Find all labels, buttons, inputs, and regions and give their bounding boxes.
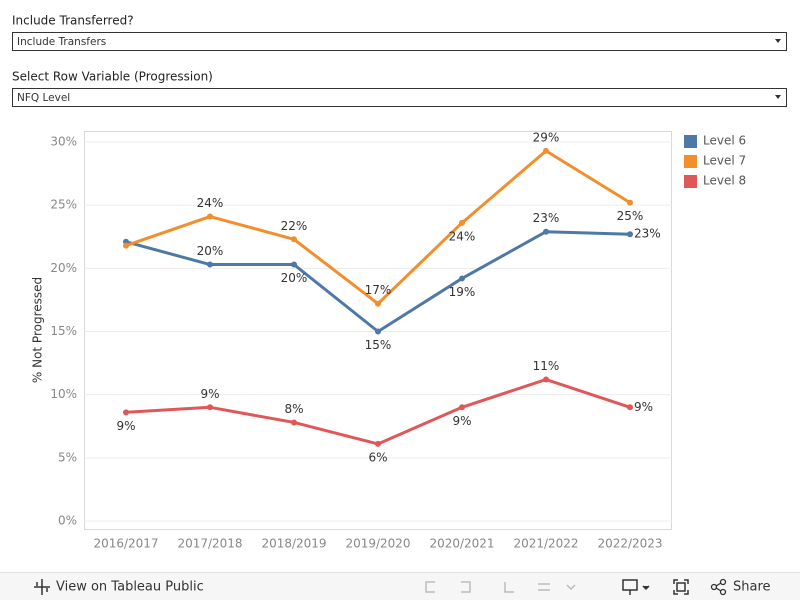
point [543, 147, 549, 154]
data-label: 17% [365, 283, 392, 297]
footer-bar [0, 572, 800, 600]
legend-swatch [684, 135, 697, 148]
dropdown-box[interactable] [12, 32, 787, 51]
view-link[interactable]: View on Tableau Public [56, 580, 204, 595]
share-icon[interactable] [710, 578, 727, 596]
data-label: 6% [368, 450, 387, 464]
dropdown-value[interactable]: NFQ Level [17, 92, 70, 104]
point [375, 300, 381, 307]
filter-label: Select Row Variable (Progression) [12, 70, 213, 84]
x-tick-label: 2020/2021 [429, 537, 494, 551]
toolbar-icons [425, 581, 576, 593]
data-label: 8% [284, 402, 303, 416]
y-tick-label: 15% [50, 324, 77, 338]
marks: 20% 20% 15% 19% 23% 23% 24% 22% 17% 24% 29% 25% 9% 9%… [116, 130, 660, 464]
legend-label: Level 8 [703, 174, 746, 188]
data-label: 22% [281, 219, 308, 233]
x-tick-label: 2022/2023 [597, 537, 662, 551]
point [375, 440, 381, 447]
download-icon[interactable] [622, 579, 650, 595]
fullscreen-icon[interactable] [673, 579, 689, 595]
data-label: 15% [365, 338, 392, 352]
point [543, 376, 549, 383]
data-label: 20% [197, 244, 224, 258]
point [627, 231, 633, 238]
point [459, 275, 465, 282]
x-tick-label: 2018/2019 [261, 537, 326, 551]
point [627, 199, 633, 206]
dropdown-value[interactable]: Include Transfers [17, 36, 106, 48]
data-label: 20% [281, 271, 308, 285]
y-tick-label: 5% [58, 450, 77, 464]
point [291, 236, 297, 243]
filter-label: Include Transferred? [12, 14, 134, 28]
data-label: 19% [449, 285, 476, 299]
line [125, 149, 631, 306]
data-label: 11% [533, 359, 560, 373]
x-tick-label: 2016/2017 [93, 537, 158, 551]
share-button[interactable]: Share [733, 580, 771, 595]
point [207, 261, 213, 268]
data-label: 9% [116, 419, 135, 433]
data-label: 29% [533, 130, 560, 144]
data-label: 23% [533, 211, 560, 225]
data-label: 25% [617, 209, 644, 223]
x-tick-label: 2017/2018 [177, 537, 242, 551]
legend-swatch [684, 155, 697, 168]
data-label: 9% [200, 387, 219, 401]
point [291, 261, 297, 268]
tableau-icon[interactable] [34, 579, 50, 595]
point [375, 328, 381, 335]
data-label: 24% [197, 196, 224, 210]
dropdown-arrow[interactable] [775, 39, 781, 43]
grid: 0% 5% 10% 15% 20% 25% 30% 2016/2017 2017/2018 201… [50, 135, 672, 551]
legend-label: Level 7 [703, 154, 746, 168]
data-label: 9% [634, 400, 653, 414]
data-label: 24% [449, 229, 476, 243]
data-label: 9% [452, 414, 471, 428]
y-tick-label: 25% [50, 198, 77, 212]
legend: Level 6 Level 7 Level 8 [684, 134, 746, 188]
y-tick-label: 30% [50, 135, 77, 149]
dropdown-arrow[interactable] [775, 95, 781, 99]
point [459, 219, 465, 226]
point [123, 242, 129, 249]
legend-label: Level 6 [703, 134, 746, 148]
point [207, 213, 213, 220]
x-tick-label: 2019/2020 [345, 537, 410, 551]
data-label: 23% [634, 227, 661, 241]
point [459, 404, 465, 411]
y-tick-label: 20% [50, 261, 77, 275]
point [207, 404, 213, 411]
point [627, 404, 633, 411]
dropdown[interactable]: NFQ Level [12, 88, 787, 107]
y-tick-label: 0% [58, 514, 77, 528]
y-tick-label: 10% [50, 387, 77, 401]
y-axis-title: % Not Progressed [31, 277, 45, 383]
x-tick-label: 2021/2022 [513, 537, 578, 551]
point [291, 419, 297, 426]
point [543, 228, 549, 235]
legend-swatch [684, 175, 697, 188]
dropdown-box[interactable] [12, 88, 787, 107]
point [123, 409, 129, 416]
plot-frame [84, 131, 672, 530]
dropdown[interactable]: Include Transfers [12, 32, 787, 51]
